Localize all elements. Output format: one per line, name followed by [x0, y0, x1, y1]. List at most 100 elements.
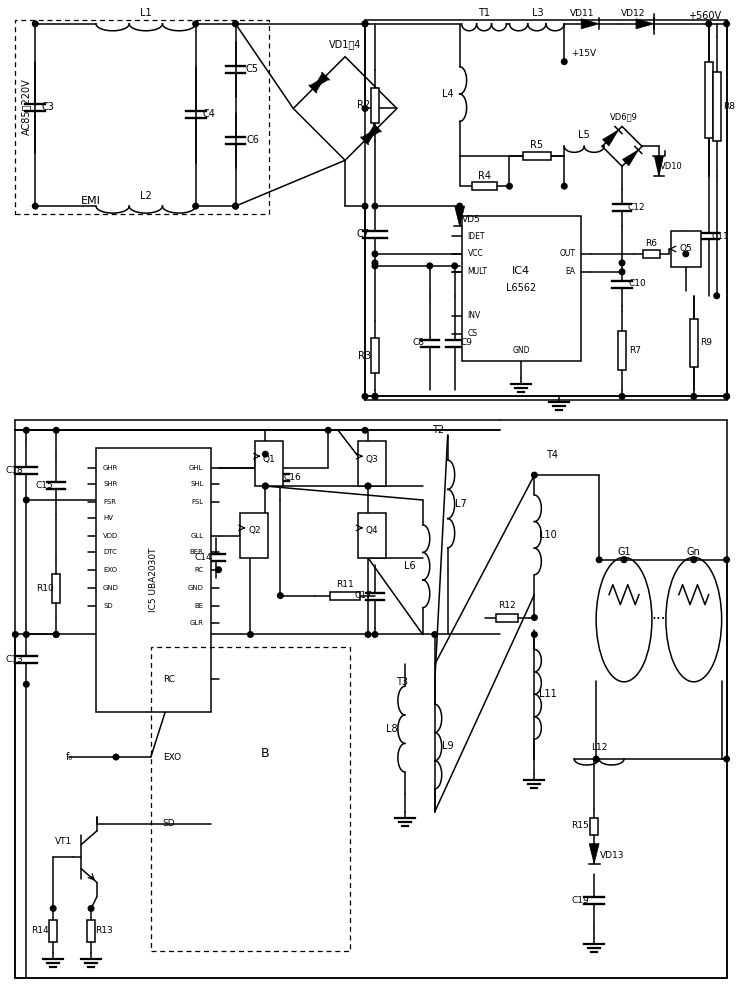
Text: R14: R14 — [32, 926, 49, 935]
Text: C6: C6 — [246, 135, 259, 145]
Bar — [87, 920, 95, 942]
Circle shape — [365, 632, 371, 637]
Bar — [358, 441, 386, 486]
Text: C4: C4 — [202, 109, 215, 119]
Circle shape — [362, 21, 368, 27]
Polygon shape — [623, 150, 638, 166]
Text: G1: G1 — [618, 547, 631, 557]
Circle shape — [263, 451, 268, 457]
Text: GHL: GHL — [189, 465, 204, 471]
Circle shape — [193, 203, 199, 209]
Text: C15: C15 — [35, 481, 53, 490]
Text: T4: T4 — [546, 450, 559, 460]
Text: L8: L8 — [386, 724, 397, 734]
Circle shape — [325, 427, 331, 433]
Text: C12: C12 — [627, 203, 645, 212]
Circle shape — [54, 632, 59, 637]
Circle shape — [362, 394, 368, 399]
Circle shape — [263, 483, 268, 489]
Text: C19: C19 — [571, 896, 589, 905]
Text: R15: R15 — [571, 821, 589, 830]
Circle shape — [233, 21, 238, 27]
Circle shape — [372, 251, 378, 257]
Circle shape — [562, 183, 567, 189]
Circle shape — [432, 632, 437, 637]
Text: C3: C3 — [42, 102, 54, 112]
Text: SHR: SHR — [103, 481, 117, 487]
Text: L1: L1 — [140, 8, 152, 18]
Text: CS: CS — [467, 329, 478, 338]
Text: Q4: Q4 — [366, 526, 378, 535]
Text: C18: C18 — [5, 466, 24, 475]
Text: L5: L5 — [578, 130, 590, 140]
Text: L11: L11 — [539, 689, 557, 699]
Circle shape — [365, 483, 371, 489]
Bar — [496, 614, 518, 622]
Polygon shape — [589, 844, 599, 864]
Text: C7: C7 — [356, 229, 369, 239]
Text: IC5 UBA2030T: IC5 UBA2030T — [149, 548, 158, 612]
Text: IDET: IDET — [467, 232, 485, 241]
Text: T2: T2 — [432, 425, 444, 435]
Text: R4: R4 — [478, 171, 491, 181]
Circle shape — [372, 632, 378, 637]
Text: SHL: SHL — [190, 481, 204, 487]
Text: C9: C9 — [461, 338, 473, 347]
Bar — [15, 20, 269, 214]
Circle shape — [691, 557, 696, 563]
Text: VCC: VCC — [467, 249, 484, 258]
Bar — [590, 818, 598, 835]
Bar — [371, 338, 379, 373]
Circle shape — [50, 906, 56, 911]
Circle shape — [531, 472, 537, 478]
Circle shape — [619, 269, 625, 275]
Text: GLL: GLL — [191, 533, 204, 539]
Text: VDD: VDD — [103, 533, 118, 539]
Polygon shape — [636, 19, 654, 29]
Text: L2: L2 — [140, 191, 152, 201]
Text: SD: SD — [163, 819, 175, 828]
Circle shape — [362, 427, 368, 433]
Text: VT1: VT1 — [54, 837, 72, 846]
Text: C10: C10 — [628, 279, 646, 288]
Polygon shape — [654, 156, 663, 176]
Circle shape — [24, 632, 29, 637]
Text: R7: R7 — [629, 346, 641, 355]
Circle shape — [531, 632, 537, 637]
Text: SD: SD — [103, 603, 113, 609]
Bar — [690, 319, 698, 367]
Text: L10: L10 — [539, 530, 557, 540]
Circle shape — [621, 557, 627, 563]
Text: HV: HV — [103, 515, 113, 521]
Text: R8: R8 — [723, 102, 735, 111]
Bar — [670, 231, 701, 267]
Circle shape — [372, 394, 378, 399]
Circle shape — [88, 906, 93, 911]
Text: Q5: Q5 — [679, 244, 692, 253]
Bar — [643, 250, 660, 258]
Circle shape — [723, 21, 729, 27]
Text: T3: T3 — [396, 677, 408, 687]
Circle shape — [13, 632, 18, 637]
Text: IC4: IC4 — [512, 266, 531, 276]
Text: GND: GND — [513, 346, 530, 355]
Text: FSL: FSL — [191, 499, 204, 505]
Text: C16: C16 — [283, 473, 301, 482]
Text: +15V: +15V — [571, 49, 596, 58]
Text: RC: RC — [163, 675, 174, 684]
Circle shape — [714, 293, 720, 299]
Text: EXO: EXO — [163, 753, 181, 762]
Polygon shape — [364, 125, 381, 141]
Text: EXO: EXO — [103, 567, 117, 573]
Text: VD1～4: VD1～4 — [329, 39, 361, 49]
Bar — [461, 216, 581, 361]
Circle shape — [723, 756, 729, 762]
Circle shape — [562, 59, 567, 64]
Text: AC85～220V: AC85～220V — [21, 78, 32, 135]
Text: R9: R9 — [700, 338, 712, 347]
Text: L6: L6 — [404, 561, 416, 571]
Text: RC: RC — [194, 567, 204, 573]
Circle shape — [32, 21, 38, 27]
Text: R10: R10 — [36, 584, 54, 593]
Text: EA: EA — [565, 267, 576, 276]
